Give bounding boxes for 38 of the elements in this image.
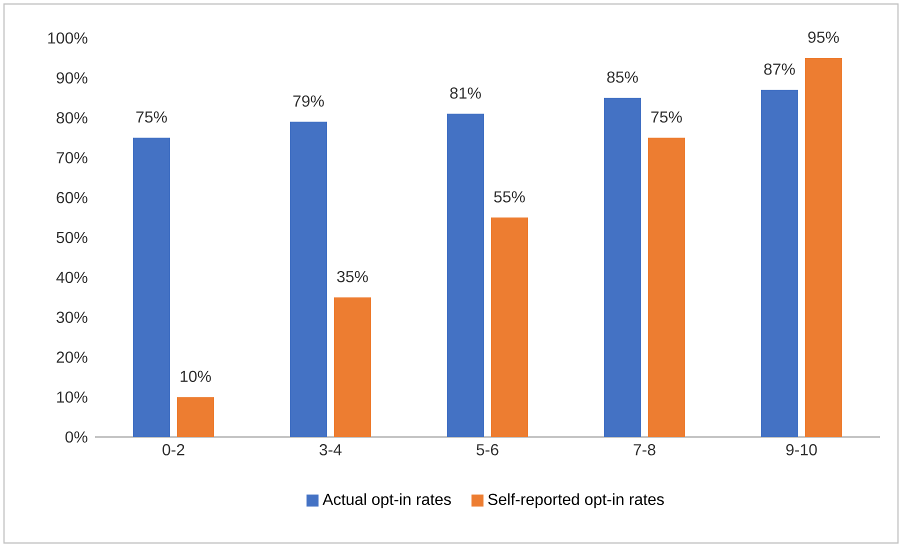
- x-tick-label: 7-8: [634, 444, 656, 456]
- bar: [648, 138, 685, 437]
- x-tick-label: 0-2: [162, 444, 184, 456]
- data-label: 75%: [651, 111, 682, 123]
- bar: [334, 297, 371, 437]
- data-label: 81%: [450, 87, 481, 99]
- data-label: 87%: [764, 63, 795, 75]
- y-tick-label: 20%: [56, 352, 88, 363]
- bar: [133, 138, 170, 437]
- bar: [177, 397, 214, 437]
- data-label: 35%: [337, 270, 368, 282]
- y-tick-label: 50%: [56, 232, 88, 244]
- bar: [604, 98, 641, 437]
- y-tick-label: 90%: [56, 72, 88, 84]
- data-label: 79%: [293, 95, 324, 107]
- data-label: 95%: [808, 32, 839, 43]
- y-tick-label: 40%: [56, 272, 88, 284]
- y-tick-label: 70%: [56, 152, 88, 164]
- y-tick-label: 0%: [65, 431, 88, 443]
- x-tick-label: 5-6: [476, 444, 498, 456]
- data-label: 75%: [136, 111, 167, 123]
- data-label: 55%: [494, 191, 525, 202]
- data-label: 10%: [180, 370, 211, 382]
- legend-label: Self-reported opt-in rates: [488, 493, 664, 508]
- bar: [760, 90, 798, 437]
- y-tick-label: 10%: [57, 391, 88, 403]
- y-tick-label: 80%: [56, 112, 88, 124]
- y-tick-label: 60%: [56, 192, 88, 204]
- y-tick-label: 100%: [48, 32, 88, 44]
- x-tick-label: 9-10: [786, 444, 817, 456]
- legend-label: Actual opt-in rates: [322, 493, 451, 508]
- y-tick-label: 30%: [56, 312, 88, 323]
- bar: [804, 58, 842, 437]
- x-tick-label: 3-4: [320, 444, 342, 456]
- data-label: 85%: [607, 71, 638, 83]
- bar: [446, 114, 484, 437]
- bar: [490, 218, 528, 437]
- bar: [290, 122, 327, 437]
